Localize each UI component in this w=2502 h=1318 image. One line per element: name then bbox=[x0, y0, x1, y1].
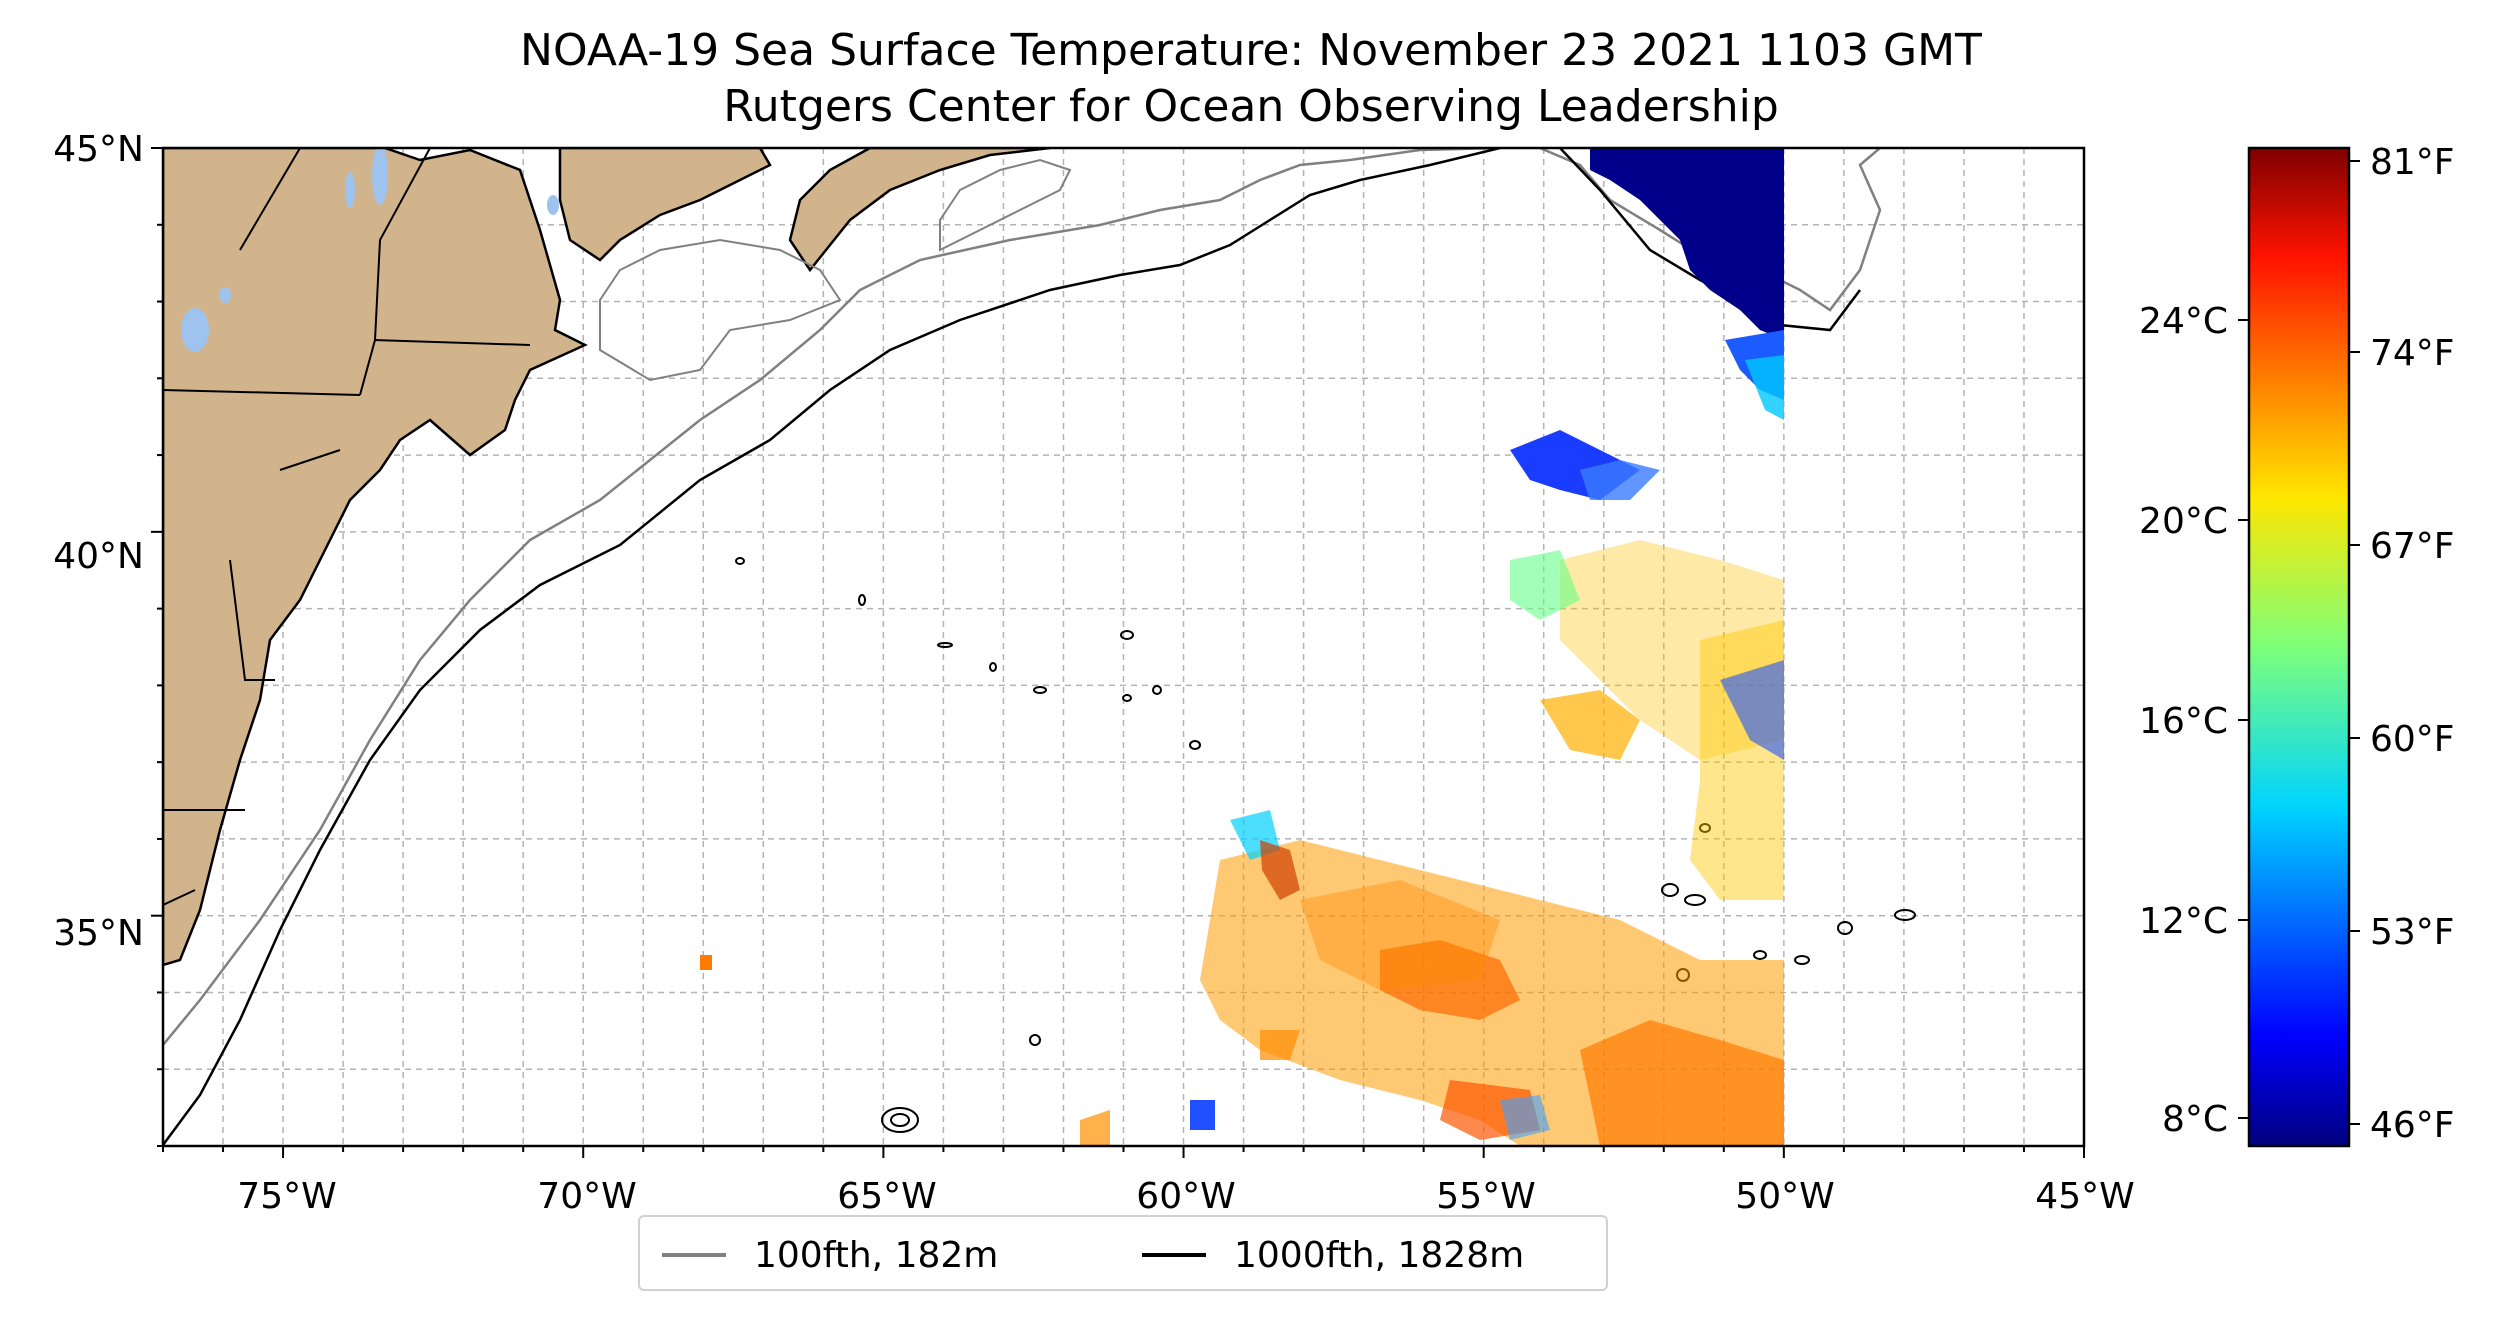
celsius-label: 24°C bbox=[2139, 301, 2228, 342]
lat-label: 40°N bbox=[53, 536, 144, 577]
latitude-labels: 45°N 40°N 35°N bbox=[53, 129, 144, 954]
lon-label: 70°W bbox=[537, 1176, 636, 1217]
isobath-100fth-gulf-of-maine bbox=[599, 238, 842, 382]
legend-label: 1000fth, 1828m bbox=[1234, 1234, 1525, 1276]
colorbar-celsius-ticks bbox=[2238, 319, 2249, 1119]
colorbar-celsius-labels: 24°C 20°C 16°C 12°C 8°C bbox=[2139, 301, 2228, 1140]
fahrenheit-label: 67°F bbox=[2370, 526, 2455, 567]
fahrenheit-label: 81°F bbox=[2370, 142, 2455, 183]
state-borders bbox=[163, 148, 531, 906]
celsius-label: 12°C bbox=[2139, 901, 2228, 942]
celsius-label: 20°C bbox=[2139, 501, 2228, 542]
fahrenheit-label: 46°F bbox=[2370, 1105, 2455, 1146]
lakes bbox=[181, 148, 559, 352]
isobath-100fth-georges bbox=[939, 158, 1072, 252]
lon-label: 75°W bbox=[237, 1176, 336, 1217]
lon-label: 50°W bbox=[1735, 1176, 1834, 1217]
celsius-label: 8°C bbox=[2162, 1099, 2228, 1140]
lon-label: 60°W bbox=[1136, 1176, 1235, 1217]
sst-data bbox=[700, 148, 1784, 1146]
legend-swatch-black bbox=[1142, 1253, 1206, 1257]
legend-item-100fth: 100fth, 182m bbox=[662, 1233, 998, 1277]
lat-label: 45°N bbox=[53, 129, 144, 170]
fahrenheit-label: 60°F bbox=[2370, 719, 2455, 760]
legend-swatch-gray bbox=[662, 1253, 726, 1257]
land-maritimes bbox=[558, 148, 772, 262]
land-us-east-coast bbox=[163, 148, 588, 967]
seamounts bbox=[735, 557, 1916, 1133]
lon-label: 55°W bbox=[1436, 1176, 1535, 1217]
colorbar-fahrenheit-labels: 81°F 74°F 67°F 60°F 53°F 46°F bbox=[2370, 142, 2455, 1146]
colorbar-fahrenheit-ticks bbox=[2349, 160, 2360, 1125]
land-nova-scotia bbox=[788, 148, 1051, 273]
celsius-label: 16°C bbox=[2139, 701, 2228, 742]
map-title: NOAA-19 Sea Surface Temperature: Novembe… bbox=[520, 25, 1982, 76]
map-subtitle: Rutgers Center for Ocean Observing Leade… bbox=[723, 81, 1779, 132]
colorbar bbox=[2247, 146, 2351, 1148]
fahrenheit-label: 74°F bbox=[2370, 333, 2455, 374]
legend-item-1000fth: 1000fth, 1828m bbox=[1142, 1233, 1524, 1277]
longitude-labels: 75°W 70°W 65°W 60°W 55°W 50°W 45°W bbox=[237, 1176, 2134, 1217]
legend-label: 100fth, 182m bbox=[754, 1234, 999, 1276]
lon-label: 65°W bbox=[837, 1176, 936, 1217]
axis-ticks bbox=[151, 147, 2085, 1158]
lat-label: 35°N bbox=[53, 913, 144, 954]
fahrenheit-label: 53°F bbox=[2370, 912, 2455, 953]
isobath-legend: 100fth, 182m 1000fth, 1828m bbox=[638, 1215, 1608, 1291]
lon-label: 45°W bbox=[2035, 1176, 2134, 1217]
